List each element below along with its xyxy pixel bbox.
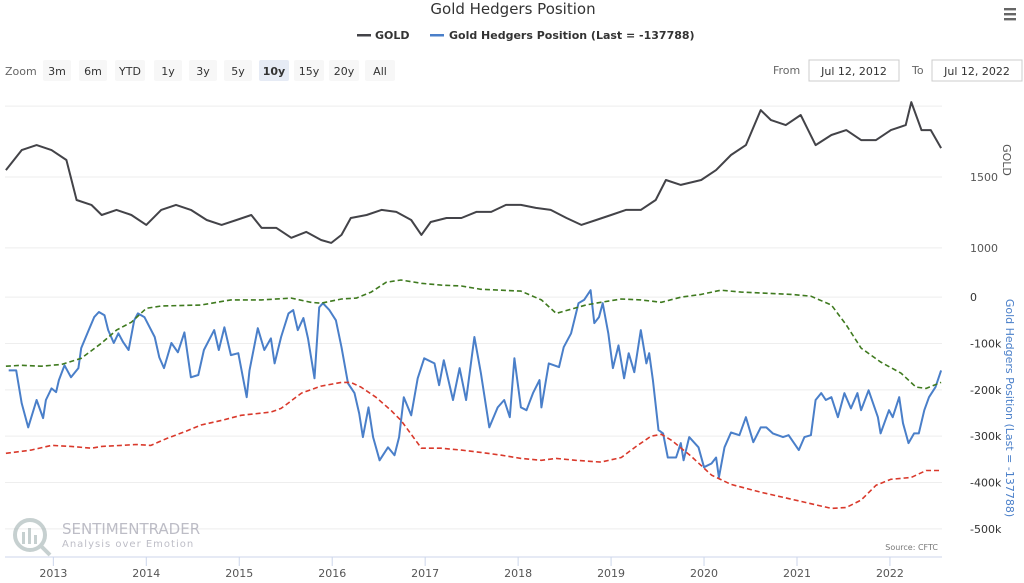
to-date-value: Jul 12, 2022	[943, 65, 1010, 78]
series-line-upper-band[interactable]	[5, 279, 942, 390]
hedgers-axis-title: Gold Hedgers Position (Last = -137788)	[1003, 299, 1016, 517]
from-date-input[interactable]	[808, 59, 900, 82]
series-line-gold-hedgers-position[interactable]	[8, 289, 943, 479]
zoom-button-20y[interactable]: 20y	[329, 60, 359, 81]
hedgers-ytick-label: -200k	[970, 384, 1002, 397]
x-tick-label: 2019	[597, 567, 625, 580]
zoom-button-3m[interactable]: 3m	[43, 60, 71, 81]
zoom-button-3y[interactable]: 3y	[189, 60, 217, 81]
legend-item-gold[interactable]: GOLD	[357, 29, 410, 42]
source-label: Source: CFTC	[885, 543, 938, 552]
zoom-button-label: All	[373, 65, 387, 78]
zoom-button-label: 1y	[161, 65, 175, 78]
watermark-logo-icon	[13, 518, 47, 552]
legend: GOLD Gold Hedgers Position (Last = -1377…	[357, 29, 695, 42]
zoom-button-label: 3m	[48, 65, 66, 78]
legend-label-hedgers: Gold Hedgers Position (Last = -137788)	[449, 29, 695, 42]
zoom-label: Zoom	[5, 65, 37, 78]
zoom-button-label: 6m	[84, 65, 102, 78]
chart-title: Gold Hedgers Position	[430, 0, 595, 18]
x-tick-label: 2015	[225, 567, 253, 580]
x-tick-label: 2022	[876, 567, 904, 580]
to-date-input[interactable]	[931, 59, 1023, 82]
zoom-button-6m[interactable]: 6m	[79, 60, 107, 81]
legend-item-hedgers[interactable]: Gold Hedgers Position (Last = -137788)	[430, 29, 695, 42]
watermark: SENTIMENTRADER Analysis over Emotion	[13, 518, 200, 557]
zoom-button-ytd[interactable]: YTD	[115, 60, 145, 81]
zoom-button-label: YTD	[118, 65, 141, 78]
watermark-brand: SENTIMENTRADER	[62, 520, 200, 538]
x-tick-label: 2018	[504, 567, 532, 580]
zoom-button-5y[interactable]: 5y	[224, 60, 252, 81]
gold-ytick-label: 1500	[970, 171, 998, 184]
range-selector: Zoom 3m 6m YTD 1y 3y 5y 10y 15y 20y All From Jul …	[5, 59, 1023, 82]
gold-axis-title: GOLD	[1000, 144, 1013, 176]
zoom-button-label: 10y	[263, 65, 285, 78]
watermark-tagline: Analysis over Emotion	[62, 539, 194, 550]
zoom-button-all[interactable]: All	[365, 60, 395, 81]
hedgers-ytick-label: 0	[970, 291, 977, 304]
x-tick-label: 2016	[318, 567, 346, 580]
hamburger-menu-icon[interactable]	[1000, 5, 1020, 23]
x-tick-label: 2021	[783, 567, 811, 580]
x-tick-label: 2020	[690, 567, 718, 580]
from-label: From	[773, 64, 800, 77]
hedgers-ytick-label: -100k	[970, 338, 1002, 351]
legend-label-gold: GOLD	[375, 29, 410, 42]
gold-ytick-label: 1000	[970, 242, 998, 255]
series-line-gold[interactable]	[5, 101, 942, 244]
x-tick-label: 2014	[132, 567, 160, 580]
zoom-button-label: 3y	[196, 65, 210, 78]
hedgers-ytick-label: -500k	[970, 523, 1002, 536]
to-label: To	[911, 64, 924, 77]
hedgers-ytick-label: -300k	[970, 430, 1002, 443]
legend-line-gold	[357, 34, 371, 37]
zoom-button-label: 5y	[231, 65, 245, 78]
from-date-value: Jul 12, 2012	[820, 65, 887, 78]
hedgers-ytick-label: -400k	[970, 477, 1002, 490]
zoom-button-15y[interactable]: 15y	[294, 60, 324, 81]
x-tick-label: 2013	[39, 567, 67, 580]
zoom-button-label: 20y	[334, 65, 355, 78]
series-line-lower-band[interactable]	[5, 381, 942, 510]
zoom-button-10y[interactable]: 10y	[259, 60, 289, 81]
x-tick-label: 2017	[411, 567, 439, 580]
zoom-button-label: 15y	[299, 65, 320, 78]
legend-line-hedgers	[430, 34, 444, 37]
zoom-button-1y[interactable]: 1y	[154, 60, 182, 81]
